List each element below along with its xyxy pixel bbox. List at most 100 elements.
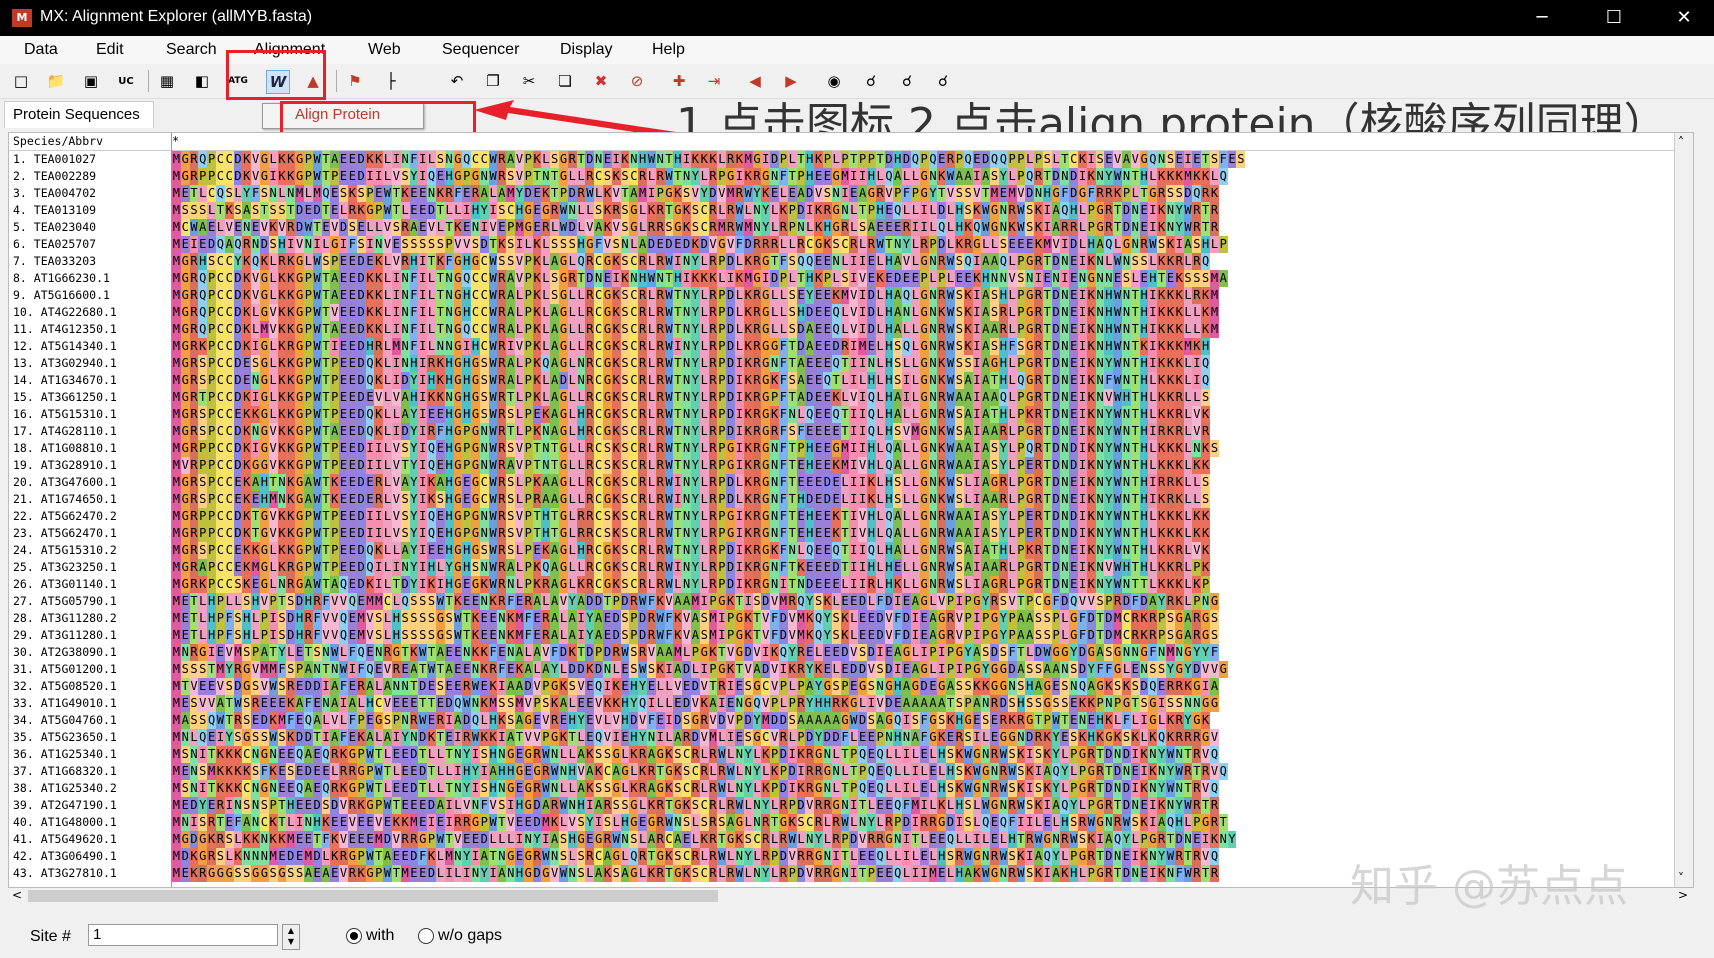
flag-icon[interactable]: ⚑ [348, 72, 362, 90]
sequence-name[interactable]: 16. AT5G15310.1 [13, 407, 117, 421]
sequence-name[interactable]: 1. TEA001027 [13, 152, 97, 166]
next-icon[interactable]: ▶ [785, 72, 797, 90]
sequence-name[interactable]: 38. AT1G25340.2 [13, 781, 117, 795]
sequence-name[interactable]: 5. TEA023040 [13, 220, 97, 234]
sequence-name[interactable]: 15. AT3G61250.1 [13, 390, 117, 404]
sequence-name[interactable]: 36. AT1G25340.1 [13, 747, 117, 761]
import-icon[interactable]: ⇥ [707, 72, 721, 90]
tab-protein-sequences[interactable]: Protein Sequences [4, 101, 154, 128]
sequence-name[interactable]: 26. AT3G01140.1 [13, 577, 117, 591]
sequence-name[interactable]: 28. AT3G11280.2 [13, 611, 117, 625]
scroll-down-icon[interactable]: ˅ [1678, 871, 1684, 885]
sequence-name[interactable]: 4. TEA013109 [13, 203, 97, 217]
site-input[interactable]: 1 [88, 924, 278, 946]
sequence-name[interactable]: 18. AT1G08810.1 [13, 441, 117, 455]
muscle-icon[interactable]: ▲ [307, 72, 319, 90]
radio-with-gaps[interactable] [346, 928, 362, 944]
sequence-name[interactable]: 43. AT3G27810.1 [13, 866, 117, 880]
sequence-name[interactable]: 30. AT2G38090.1 [13, 645, 117, 659]
cut-icon[interactable]: ✂ [522, 72, 536, 90]
vertical-scrollbar[interactable]: ˄ ˅ [1674, 133, 1693, 887]
menu-help[interactable]: Help [652, 41, 685, 58]
sequence-name[interactable]: 31. AT5G01200.1 [13, 662, 117, 676]
search-icon[interactable]: ☌ [937, 72, 949, 90]
sequence-name[interactable]: 7. TEA033203 [13, 254, 97, 268]
sequence-name[interactable]: 25. AT3G23250.1 [13, 560, 117, 574]
close-button[interactable]: ✕ [1676, 7, 1692, 28]
sequence-name[interactable]: 33. AT1G49010.1 [13, 696, 117, 710]
delete-icon[interactable]: ✖ [594, 72, 608, 90]
minimize-button[interactable]: ─ [1536, 7, 1548, 28]
sequence-name[interactable]: 2. TEA002289 [13, 169, 97, 183]
sequence-name[interactable]: 24. AT5G15310.2 [13, 543, 117, 557]
sequence-name[interactable]: 19. AT3G28910.1 [13, 458, 117, 472]
align-dna-icon[interactable]: ATG [228, 76, 248, 86]
clear-icon[interactable]: ⊘ [630, 72, 644, 90]
sequence-name[interactable]: 6. TEA025707 [13, 237, 97, 251]
scroll-up-icon[interactable]: ˄ [1678, 135, 1684, 149]
scroll-left-icon[interactable]: < [12, 888, 23, 902]
search-next-icon[interactable]: ☌ [901, 72, 913, 90]
sequence-name[interactable]: 32. AT5G08520.1 [13, 679, 117, 693]
sequence-name[interactable]: 42. AT3G06490.1 [13, 849, 117, 863]
menu-alignment[interactable]: Alignment [254, 41, 326, 58]
menu-display[interactable]: Display [560, 41, 613, 58]
maximize-button[interactable]: ☐ [1605, 7, 1623, 28]
menu-data[interactable]: Data [24, 41, 58, 58]
site-spinner[interactable]: ▲ ▼ [282, 924, 300, 950]
menu-edit[interactable]: Edit [96, 41, 124, 58]
sequence-name[interactable]: 37. AT1G68320.1 [13, 764, 117, 778]
scrollbar-thumb[interactable] [28, 890, 718, 902]
radio-without-gaps[interactable] [418, 928, 434, 944]
paste-icon[interactable]: ❏ [558, 72, 572, 90]
save-icon[interactable]: ▣ [83, 72, 99, 90]
sequence-name[interactable]: 10. AT4G22680.1 [13, 305, 117, 319]
menu-sequencer[interactable]: Sequencer [442, 41, 520, 58]
new-file-icon[interactable]: □ [13, 72, 29, 90]
sequence-name[interactable]: 13. AT3G02940.1 [13, 356, 117, 370]
scroll-right-icon[interactable]: > [1677, 888, 1688, 902]
menu-web[interactable]: Web [368, 41, 401, 58]
table-icon[interactable]: ▦ [159, 72, 175, 90]
sequence-name[interactable]: 11. AT4G12350.1 [13, 322, 117, 336]
sequence-name[interactable]: 34. AT5G04760.1 [13, 713, 117, 727]
sequence-name[interactable]: 12. AT5G14340.1 [13, 339, 117, 353]
search-prev-icon[interactable]: ☌ [865, 72, 877, 90]
columns-icon[interactable]: ◧ [194, 72, 210, 90]
sequence-name[interactable]: 35. AT5G23650.1 [13, 730, 117, 744]
sequence-name[interactable]: 17. AT4G28110.1 [13, 424, 117, 438]
